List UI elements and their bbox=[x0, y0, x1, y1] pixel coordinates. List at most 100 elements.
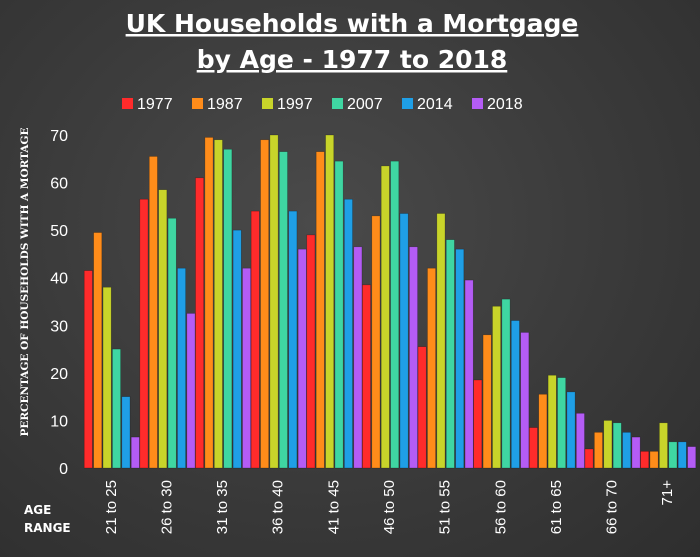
bar-2014-2 bbox=[232, 229, 242, 469]
bar-2018-5 bbox=[409, 246, 418, 469]
y-axis-title: PERCENTAGE OF HOUSEHOLDS WITH A MORTAGE bbox=[19, 127, 31, 436]
bar-1987-3 bbox=[260, 139, 270, 469]
bar-1987-8 bbox=[538, 393, 548, 469]
x-category-label: 31 to 35 bbox=[214, 480, 231, 534]
bar-1977-0 bbox=[83, 270, 93, 469]
bar-2018-2 bbox=[242, 267, 251, 469]
x-category-label: 51 to 55 bbox=[437, 480, 454, 534]
legend-label-2014: 2014 bbox=[417, 96, 453, 113]
bar-2007-9 bbox=[612, 422, 622, 469]
y-tick-label: 20 bbox=[50, 366, 68, 383]
legend-label-1977: 1977 bbox=[137, 96, 173, 113]
x-category-label: 71+ bbox=[659, 480, 676, 506]
y-tick-label: 50 bbox=[50, 223, 68, 240]
bar-1987-9 bbox=[594, 432, 603, 469]
bar-2007-3 bbox=[279, 151, 288, 469]
chart-title-line1: UK Households with a Mortgage bbox=[126, 9, 579, 38]
bar-2007-1 bbox=[167, 217, 177, 469]
x-category-label: 46 to 50 bbox=[381, 480, 398, 534]
bar-2007-2 bbox=[223, 148, 233, 469]
bar-2007-10 bbox=[668, 441, 678, 469]
bar-2018-7 bbox=[520, 332, 530, 469]
y-tick-label: 30 bbox=[50, 318, 68, 335]
legend-swatch-1997 bbox=[262, 98, 273, 109]
bar-2014-4 bbox=[344, 198, 353, 469]
bar-1977-3 bbox=[250, 210, 260, 469]
bar-1977-7 bbox=[473, 379, 483, 469]
bar-1977-5 bbox=[362, 284, 371, 469]
bar-2018-0 bbox=[130, 436, 140, 469]
bar-1977-1 bbox=[139, 198, 149, 469]
bar-1997-9 bbox=[603, 420, 613, 469]
bar-1977-10 bbox=[640, 451, 650, 469]
legend-label-1997: 1997 bbox=[277, 96, 313, 113]
x-axis-title-line1: AGE bbox=[24, 503, 51, 517]
bar-2018-10 bbox=[687, 446, 697, 469]
y-axis-ticks: 0 10 20 30 40 50 60 70 bbox=[50, 128, 68, 478]
chart-title-line2: by Age - 1977 to 2018 bbox=[197, 45, 508, 74]
bar-2014-3 bbox=[288, 210, 298, 469]
bar-1987-1 bbox=[148, 156, 158, 469]
bar-2014-1 bbox=[177, 267, 186, 469]
bar-2014-5 bbox=[399, 213, 409, 469]
bar-1997-4 bbox=[325, 134, 335, 469]
bar-2007-7 bbox=[501, 298, 511, 469]
bar-2007-4 bbox=[334, 160, 344, 469]
bar-1977-2 bbox=[195, 177, 204, 469]
x-axis-title-line2: RANGE bbox=[24, 521, 71, 535]
y-tick-label: 0 bbox=[59, 461, 68, 478]
bar-2007-8 bbox=[557, 377, 567, 469]
y-tick-label: 10 bbox=[50, 413, 68, 430]
x-category-label: 21 to 25 bbox=[103, 480, 120, 534]
legend-swatch-2018 bbox=[472, 98, 483, 109]
x-category-label: 66 to 70 bbox=[604, 480, 621, 534]
bar-2014-0 bbox=[121, 396, 131, 469]
bar-1987-10 bbox=[649, 451, 659, 469]
legend-label-1987: 1987 bbox=[207, 96, 243, 113]
bar-1977-8 bbox=[529, 427, 538, 469]
bar-1997-0 bbox=[102, 286, 112, 469]
bar-2014-7 bbox=[510, 320, 520, 469]
x-category-label: 56 to 60 bbox=[492, 480, 509, 534]
bar-1987-0 bbox=[93, 232, 103, 469]
bar-2007-6 bbox=[445, 239, 455, 469]
bar-1977-9 bbox=[584, 448, 594, 469]
bar-1987-4 bbox=[315, 151, 325, 469]
y-tick-label: 40 bbox=[50, 271, 68, 288]
bar-1997-1 bbox=[158, 189, 168, 469]
bar-2014-10 bbox=[677, 441, 687, 469]
legend-swatch-1977 bbox=[122, 98, 133, 109]
legend-label-2018: 2018 bbox=[487, 96, 523, 113]
legend-swatch-2014 bbox=[402, 98, 413, 109]
x-axis-categories: 21 to 25 26 to 30 31 to 35 36 to 40 41 to 45… bbox=[103, 480, 676, 534]
bar-1987-5 bbox=[371, 215, 381, 469]
x-category-label: 41 to 45 bbox=[325, 480, 342, 534]
bar-2018-8 bbox=[576, 412, 585, 469]
bar-2007-5 bbox=[390, 160, 400, 469]
bar-1977-4 bbox=[306, 234, 316, 469]
bar-1987-2 bbox=[204, 137, 214, 469]
bar-1997-6 bbox=[436, 213, 446, 469]
bar-1997-2 bbox=[213, 139, 223, 469]
bar-2018-4 bbox=[353, 246, 363, 469]
bar-1997-8 bbox=[547, 374, 557, 469]
bar-2018-6 bbox=[464, 279, 474, 469]
bar-1987-6 bbox=[427, 267, 436, 469]
bar-1997-5 bbox=[380, 165, 390, 469]
bar-2014-8 bbox=[566, 391, 576, 469]
bar-1997-10 bbox=[659, 422, 668, 469]
bar-1987-7 bbox=[482, 334, 492, 469]
bars-group bbox=[83, 134, 697, 469]
bar-2018-9 bbox=[631, 436, 641, 469]
y-tick-label: 70 bbox=[50, 128, 68, 145]
x-category-label: 26 to 30 bbox=[159, 480, 176, 534]
bar-1977-6 bbox=[417, 346, 427, 469]
x-category-label: 36 to 40 bbox=[270, 480, 287, 534]
legend: 1977 1987 1997 2007 2014 2018 bbox=[122, 96, 523, 113]
y-tick-label: 60 bbox=[50, 176, 68, 193]
x-category-label: 61 to 65 bbox=[548, 480, 565, 534]
bar-2007-0 bbox=[112, 348, 121, 469]
bar-2014-6 bbox=[455, 248, 465, 469]
